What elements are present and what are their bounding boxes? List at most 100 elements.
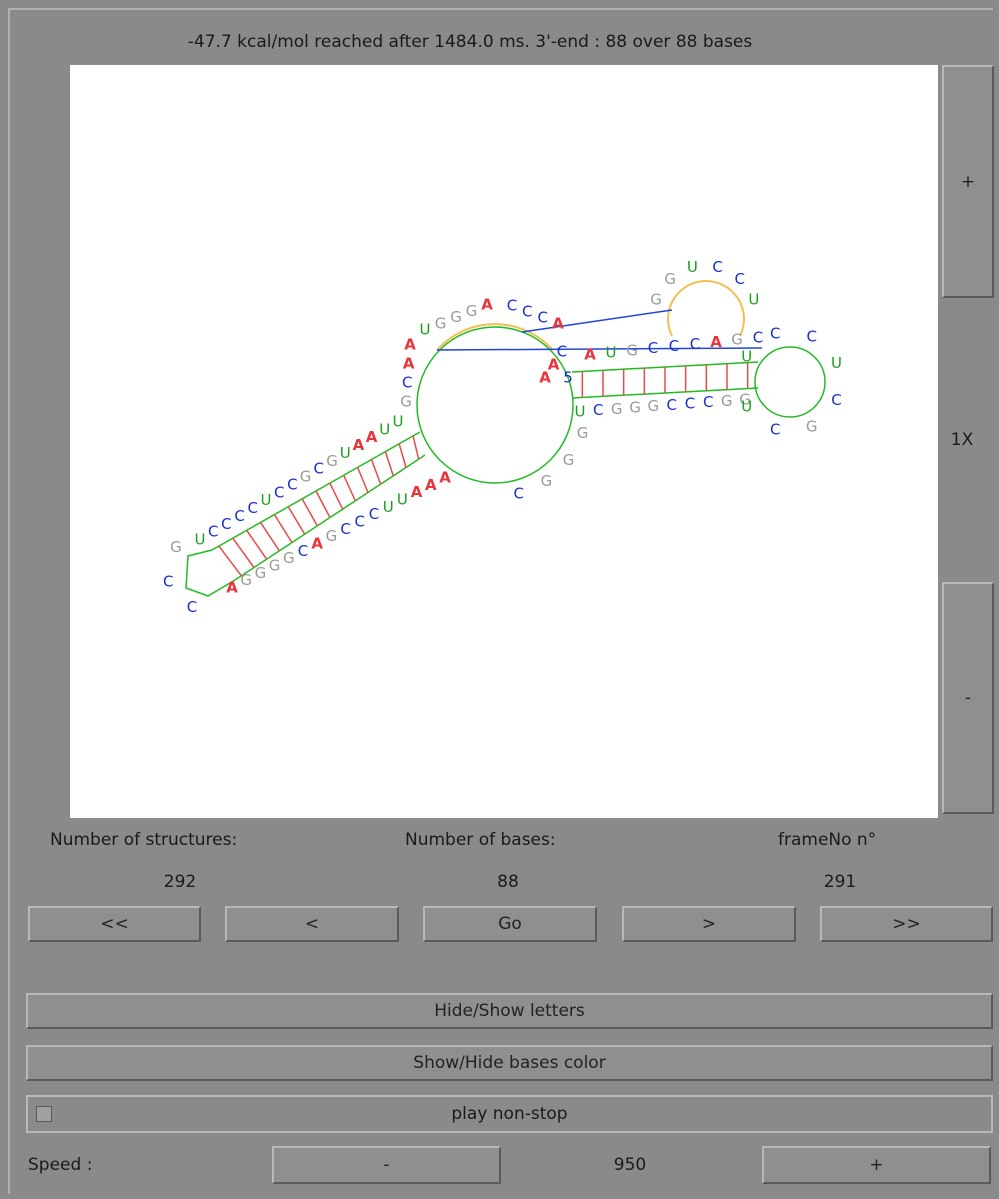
- base-letter: C: [314, 460, 324, 478]
- base-letter: G: [650, 291, 662, 309]
- base-letter: C: [187, 598, 197, 616]
- base-letter: C: [208, 523, 218, 541]
- pair-rung: [370, 459, 382, 485]
- base-letter: G: [541, 472, 553, 490]
- base-letter: C: [557, 343, 567, 361]
- base-letter: C: [163, 572, 173, 590]
- zoom-out-button[interactable]: -: [942, 582, 994, 814]
- pseudoknot-arc: [436, 323, 554, 351]
- base-letter: C: [522, 303, 532, 321]
- base-letter: G: [806, 418, 818, 436]
- hairpin-loop: [754, 346, 826, 418]
- play-row: [26, 1095, 993, 1133]
- base-letter: A: [311, 535, 323, 553]
- base-letter: C: [770, 420, 780, 438]
- stat-value: 88: [497, 872, 519, 892]
- base-letter: U: [748, 291, 759, 309]
- base-letter: C: [355, 513, 365, 531]
- base-letter: C: [340, 520, 350, 538]
- base-letter: U: [340, 444, 351, 462]
- colors-toggle[interactable]: Show/Hide bases color: [26, 1045, 993, 1081]
- base-letter: G: [664, 270, 676, 288]
- base-letter: C: [234, 507, 244, 525]
- zoom-level: 1X: [950, 430, 974, 450]
- speed-label: Speed :: [28, 1155, 93, 1175]
- base-letter: G: [283, 549, 295, 567]
- base-letter: C: [806, 328, 816, 346]
- base-letter: U: [383, 498, 394, 516]
- window-border: [8, 8, 993, 1194]
- base-letter: A: [584, 346, 596, 364]
- base-letter: G: [326, 452, 338, 470]
- base-letter: A: [552, 315, 564, 333]
- base-letter: U: [397, 491, 408, 509]
- play-checkbox[interactable]: [36, 1106, 52, 1122]
- base-letter: G: [739, 391, 751, 409]
- backbone: [185, 326, 826, 597]
- base-letter: C: [287, 475, 297, 493]
- base-letter: C: [703, 393, 713, 411]
- base-letter: G: [611, 400, 623, 418]
- pair-rung: [412, 435, 420, 460]
- pair-rung: [343, 474, 357, 502]
- first-button[interactable]: <<: [28, 906, 201, 942]
- base-letter: G: [255, 564, 267, 582]
- base-letter: C: [593, 401, 603, 419]
- pseudoknot-link: [521, 309, 673, 333]
- base-letter: G: [240, 571, 252, 589]
- base-letter: A: [403, 355, 415, 373]
- status-line: -47.7 kcal/mol reached after 1484.0 ms. …: [187, 32, 753, 52]
- base-letter: G: [300, 468, 312, 486]
- base-letter: C: [666, 396, 676, 414]
- base-letter: U: [575, 403, 586, 421]
- base-letter: C: [537, 309, 547, 327]
- base-letter: A: [548, 356, 560, 374]
- base-letter: U: [741, 398, 752, 416]
- base-letter: U: [379, 420, 390, 438]
- go-button[interactable]: Go: [423, 906, 597, 942]
- stat-label: Number of structures:: [50, 830, 238, 850]
- base-letter: C: [685, 395, 695, 413]
- base-letter: U: [831, 354, 842, 372]
- last-button[interactable]: >>: [820, 906, 993, 942]
- base-letter: G: [626, 341, 638, 359]
- stat-label: frameNo n°: [778, 830, 877, 850]
- base-letter: C: [248, 499, 258, 517]
- pair-rung: [218, 545, 242, 577]
- speed-decrease[interactable]: -: [272, 1146, 501, 1184]
- base-letter: C: [402, 374, 412, 392]
- base-letter: G: [400, 393, 412, 411]
- terminal-loop: [185, 549, 236, 597]
- base-letter: U: [393, 413, 404, 431]
- base-letter: C: [274, 483, 284, 501]
- previous-button[interactable]: <: [225, 906, 399, 942]
- base-letter: A: [481, 296, 493, 314]
- base-letter: G: [563, 451, 575, 469]
- base-letter: G: [435, 314, 447, 332]
- letters-toggle[interactable]: Hide/Show letters: [26, 993, 993, 1029]
- base-letter: A: [710, 333, 722, 351]
- base-letter: C: [770, 325, 780, 343]
- play-label[interactable]: play non-stop: [451, 1104, 568, 1124]
- next-button[interactable]: >: [622, 906, 796, 942]
- base-letter: G: [647, 397, 659, 415]
- five-prime-marker: 5: [563, 369, 573, 387]
- pair-rung: [273, 514, 293, 543]
- base-letter: G: [629, 399, 641, 417]
- speed-increase[interactable]: +: [762, 1146, 991, 1184]
- pair-rung: [259, 522, 280, 552]
- pair-rung: [384, 451, 395, 477]
- base-letter: A: [353, 436, 365, 454]
- stat-label: Number of bases:: [405, 830, 556, 850]
- zoom-in-button[interactable]: +: [942, 65, 994, 298]
- base-letter: G: [731, 331, 743, 349]
- base-letter: A: [425, 476, 437, 494]
- base-letter: C: [221, 515, 231, 533]
- pair-rung: [246, 529, 268, 560]
- pair-rung: [287, 506, 306, 535]
- pair-rung: [232, 537, 255, 568]
